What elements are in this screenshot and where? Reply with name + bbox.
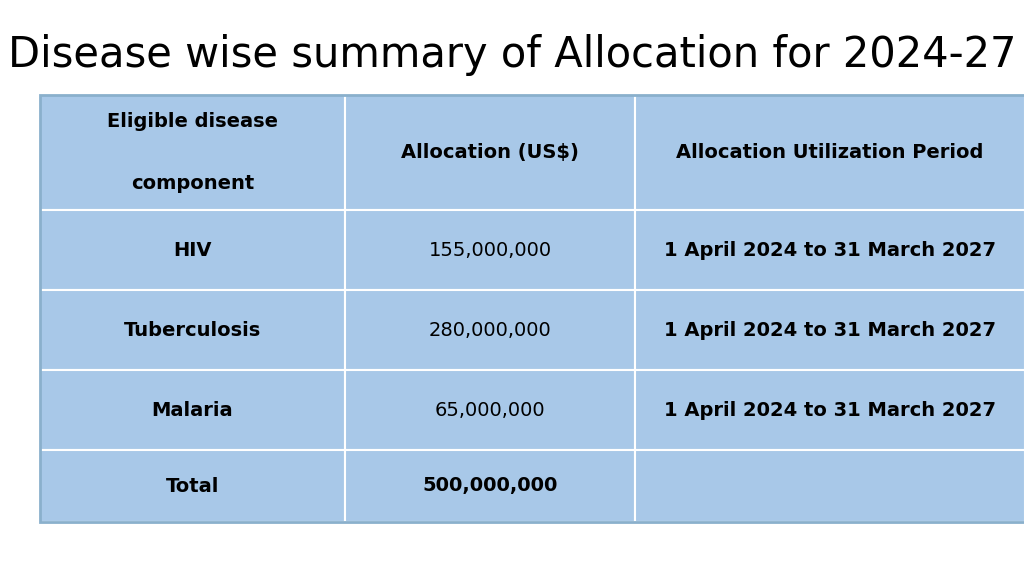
Text: 1 April 2024 to 31 March 2027: 1 April 2024 to 31 March 2027 bbox=[664, 241, 996, 260]
Bar bbox=[635, 450, 1024, 522]
Text: 1 April 2024 to 31 March 2027: 1 April 2024 to 31 March 2027 bbox=[664, 400, 996, 419]
Bar bbox=[40, 95, 1024, 522]
Text: Eligible disease

component: Eligible disease component bbox=[106, 112, 278, 193]
Text: 280,000,000: 280,000,000 bbox=[429, 320, 551, 339]
Bar bbox=[345, 210, 635, 290]
Text: Malaria: Malaria bbox=[152, 400, 233, 419]
Text: Total: Total bbox=[166, 476, 219, 495]
Bar bbox=[635, 370, 1024, 450]
Text: Disease wise summary of Allocation for 2024-27: Disease wise summary of Allocation for 2… bbox=[8, 34, 1016, 76]
Bar bbox=[345, 450, 635, 522]
Bar bbox=[40, 95, 345, 210]
Bar bbox=[40, 450, 345, 522]
Text: 155,000,000: 155,000,000 bbox=[428, 241, 552, 260]
Bar bbox=[635, 290, 1024, 370]
Bar bbox=[40, 290, 345, 370]
Bar bbox=[40, 210, 345, 290]
Bar bbox=[635, 95, 1024, 210]
Bar bbox=[345, 370, 635, 450]
Text: 1 April 2024 to 31 March 2027: 1 April 2024 to 31 March 2027 bbox=[664, 320, 996, 339]
Bar bbox=[40, 370, 345, 450]
Text: 65,000,000: 65,000,000 bbox=[434, 400, 546, 419]
Bar bbox=[345, 290, 635, 370]
Text: Tuberculosis: Tuberculosis bbox=[124, 320, 261, 339]
Text: Allocation (US$): Allocation (US$) bbox=[401, 143, 579, 162]
Text: 500,000,000: 500,000,000 bbox=[422, 476, 558, 495]
Bar bbox=[635, 210, 1024, 290]
Text: HIV: HIV bbox=[173, 241, 212, 260]
Bar bbox=[345, 95, 635, 210]
Text: Allocation Utilization Period: Allocation Utilization Period bbox=[676, 143, 984, 162]
